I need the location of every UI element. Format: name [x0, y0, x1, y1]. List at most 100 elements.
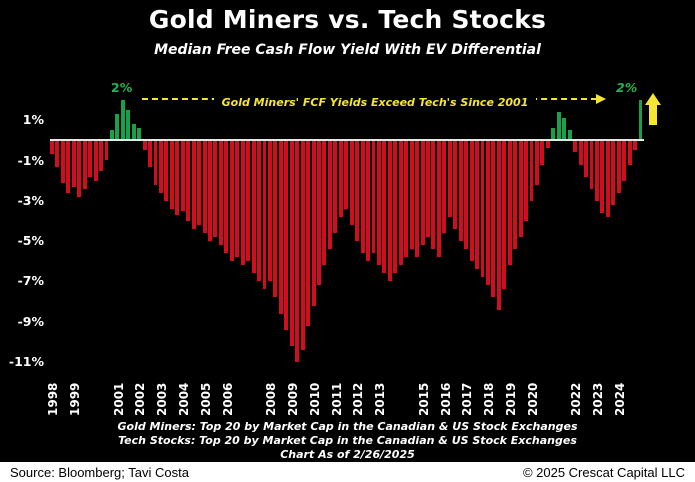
x-axis-tick-label: 2013	[373, 382, 388, 416]
bar	[344, 140, 349, 209]
x-axis-tick-label: 1999	[68, 382, 82, 416]
bar	[180, 140, 185, 211]
bar	[246, 140, 251, 262]
up-arrow-icon	[645, 93, 661, 125]
bar	[240, 140, 245, 266]
x-axis-tick-label: 2002	[133, 382, 148, 416]
bar	[295, 140, 300, 362]
bar	[627, 140, 632, 165]
bar	[371, 140, 376, 254]
bar	[638, 100, 643, 141]
bar	[562, 118, 567, 141]
bar	[235, 140, 240, 258]
x-axis-tick-label: 2009	[286, 382, 300, 416]
bar	[420, 140, 425, 246]
bar	[589, 140, 594, 189]
bar	[431, 140, 436, 250]
bar	[567, 130, 572, 141]
bar	[475, 140, 479, 270]
bar	[175, 140, 180, 215]
bar	[300, 140, 305, 350]
x-axis-tick-label: 2004	[177, 382, 191, 416]
bar	[507, 140, 512, 266]
footnote-as-of: Chart As of 2/26/2025	[280, 448, 415, 461]
footer-copyright: © 2025 Crescat Capital LLC	[522, 464, 685, 480]
x-axis-tick-label: 2022	[569, 382, 584, 416]
bar	[99, 140, 103, 171]
bar	[153, 140, 158, 185]
bar	[50, 140, 54, 155]
bar	[415, 140, 420, 258]
bar	[447, 140, 452, 217]
bar	[104, 140, 109, 161]
bar	[605, 140, 610, 217]
footer-source: Source: Bloomberg; Tavi Costa	[10, 464, 189, 480]
x-axis-tick-label: 2024	[613, 382, 627, 416]
x-axis-tick-label: 2011	[329, 382, 344, 416]
x-axis-tick-label: 2017	[460, 382, 475, 416]
bar	[278, 140, 283, 314]
bar	[137, 128, 142, 141]
bar	[251, 140, 256, 274]
annotation-arrow-label-wrap: Gold Miners' FCF Yields Exceed Tech's Si…	[150, 91, 600, 110]
bar	[382, 140, 387, 274]
bar	[622, 140, 627, 181]
bar	[82, 140, 87, 189]
bar	[148, 140, 153, 167]
bar	[349, 140, 354, 225]
bar	[267, 140, 272, 282]
bar	[273, 140, 278, 298]
y-axis-tick-label: -11%	[8, 353, 44, 369]
bar	[213, 140, 218, 238]
bar	[404, 140, 409, 258]
bar	[229, 140, 234, 262]
footer-bar: Source: Bloomberg; Tavi Costa © 2025 Cre…	[0, 462, 695, 482]
bar	[540, 140, 545, 165]
y-axis-tick-label: -7%	[17, 273, 44, 289]
bar	[224, 140, 229, 254]
bar	[442, 140, 447, 234]
x-axis-tick-label: 2023	[591, 382, 606, 416]
bar	[284, 140, 289, 330]
bar	[491, 140, 496, 298]
bar	[426, 140, 430, 238]
bar	[191, 140, 196, 229]
bar	[458, 140, 463, 242]
bar	[513, 140, 518, 250]
bar	[126, 110, 131, 141]
x-axis-tick-label: 2015	[416, 382, 431, 416]
chart-subtitle: Median Free Cash Flow Yield With EV Diff…	[154, 42, 541, 58]
bar	[306, 140, 311, 326]
bar	[584, 140, 588, 177]
x-axis-tick-label: 2001	[111, 382, 126, 416]
bar	[436, 140, 441, 258]
bar	[71, 140, 76, 187]
bar	[594, 140, 599, 201]
zero-baseline	[50, 139, 644, 142]
bar	[60, 140, 65, 183]
bar	[469, 140, 474, 262]
bar	[502, 140, 507, 290]
x-axis-tick-label: 2008	[264, 382, 279, 416]
bar	[545, 140, 550, 149]
bar	[55, 140, 60, 167]
bar	[131, 124, 136, 141]
y-axis-tick-label: 1%	[22, 112, 44, 128]
bar	[120, 100, 125, 141]
annotation-arrow-label: Gold Miners' FCF Yields Exceed Tech's Si…	[213, 96, 537, 109]
bar	[322, 140, 327, 266]
bar	[611, 140, 616, 205]
bar	[169, 140, 174, 209]
bar	[464, 140, 469, 250]
bar	[496, 140, 501, 310]
bar	[366, 140, 370, 262]
bar	[333, 140, 338, 234]
bar	[578, 140, 583, 165]
bar	[158, 140, 163, 193]
bar	[485, 140, 490, 286]
x-axis-tick-label: 2003	[155, 382, 170, 416]
y-axis-tick-label: -3%	[17, 192, 44, 208]
bar	[218, 140, 223, 246]
bar	[573, 140, 578, 153]
